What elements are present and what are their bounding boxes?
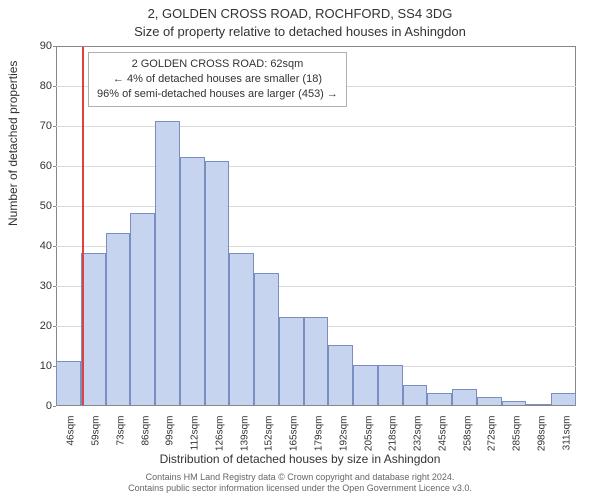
histogram-bar <box>254 273 279 405</box>
histogram-bar <box>279 317 304 405</box>
x-tick-label: 165sqm <box>289 416 300 476</box>
chart-title-description: Size of property relative to detached ho… <box>0 24 600 39</box>
y-tick-mark <box>53 206 56 207</box>
y-tick-mark <box>53 406 56 407</box>
x-tick-label: 139sqm <box>239 416 250 476</box>
y-tick-label: 0 <box>12 400 52 412</box>
histogram-bar <box>130 213 155 405</box>
x-tick-label: 218sqm <box>388 416 399 476</box>
histogram-bar <box>353 365 378 405</box>
annotation-line1: 2 GOLDEN CROSS ROAD: 62sqm <box>97 57 338 72</box>
gridline <box>56 126 576 127</box>
x-tick-label: 311sqm <box>561 416 572 476</box>
y-tick-mark <box>53 126 56 127</box>
histogram-bar <box>106 233 131 405</box>
x-tick-label: 86sqm <box>140 416 151 476</box>
y-tick-label: 80 <box>12 80 52 92</box>
x-tick-label: 272sqm <box>487 416 498 476</box>
histogram-bar <box>477 397 502 405</box>
histogram-bar <box>452 389 477 405</box>
histogram-bar <box>229 253 254 405</box>
y-tick-label: 60 <box>12 160 52 172</box>
x-tick-label: 112sqm <box>190 416 201 476</box>
histogram-bar <box>502 401 527 405</box>
histogram-bar <box>304 317 329 405</box>
y-tick-mark <box>53 166 56 167</box>
histogram-bar <box>81 253 106 405</box>
x-tick-label: 99sqm <box>165 416 176 476</box>
x-tick-label: 59sqm <box>91 416 102 476</box>
reference-line <box>82 47 84 405</box>
y-tick-mark <box>53 326 56 327</box>
histogram-bar <box>155 121 180 405</box>
annotation-line3: 96% of semi-detached houses are larger (… <box>97 87 338 102</box>
y-tick-label: 90 <box>12 40 52 52</box>
reference-annotation: 2 GOLDEN CROSS ROAD: 62sqm← 4% of detach… <box>88 52 347 107</box>
histogram-bar <box>180 157 205 405</box>
x-tick-label: 232sqm <box>413 416 424 476</box>
x-tick-label: 298sqm <box>536 416 547 476</box>
y-tick-mark <box>53 246 56 247</box>
x-tick-label: 46sqm <box>66 416 77 476</box>
footer-line2: Contains public sector information licen… <box>0 483 600 494</box>
y-tick-mark <box>53 86 56 87</box>
x-tick-label: 73sqm <box>115 416 126 476</box>
plot-area: 2 GOLDEN CROSS ROAD: 62sqm← 4% of detach… <box>56 46 576 406</box>
y-tick-mark <box>53 286 56 287</box>
gridline <box>56 166 576 167</box>
x-tick-label: 126sqm <box>214 416 225 476</box>
y-tick-label: 30 <box>12 280 52 292</box>
x-tick-label: 245sqm <box>437 416 448 476</box>
y-tick-label: 70 <box>12 120 52 132</box>
histogram-bar <box>205 161 230 405</box>
histogram-bar <box>526 404 551 405</box>
histogram-bar <box>427 393 452 405</box>
x-tick-label: 285sqm <box>512 416 523 476</box>
y-tick-label: 10 <box>12 360 52 372</box>
annotation-line2: ← 4% of detached houses are smaller (18) <box>97 72 338 87</box>
y-tick-label: 20 <box>12 320 52 332</box>
x-tick-label: 205sqm <box>363 416 374 476</box>
histogram-bar <box>551 393 576 405</box>
x-tick-label: 258sqm <box>462 416 473 476</box>
x-tick-label: 179sqm <box>314 416 325 476</box>
histogram-bar <box>403 385 428 405</box>
x-tick-label: 192sqm <box>338 416 349 476</box>
y-tick-label: 40 <box>12 240 52 252</box>
chart-title-address: 2, GOLDEN CROSS ROAD, ROCHFORD, SS4 3DG <box>0 6 600 21</box>
gridline <box>56 206 576 207</box>
histogram-bar <box>328 345 353 405</box>
histogram-bar <box>56 361 81 405</box>
y-tick-label: 50 <box>12 200 52 212</box>
x-tick-label: 152sqm <box>264 416 275 476</box>
y-tick-mark <box>53 46 56 47</box>
histogram-bar <box>378 365 403 405</box>
y-tick-mark <box>53 366 56 367</box>
